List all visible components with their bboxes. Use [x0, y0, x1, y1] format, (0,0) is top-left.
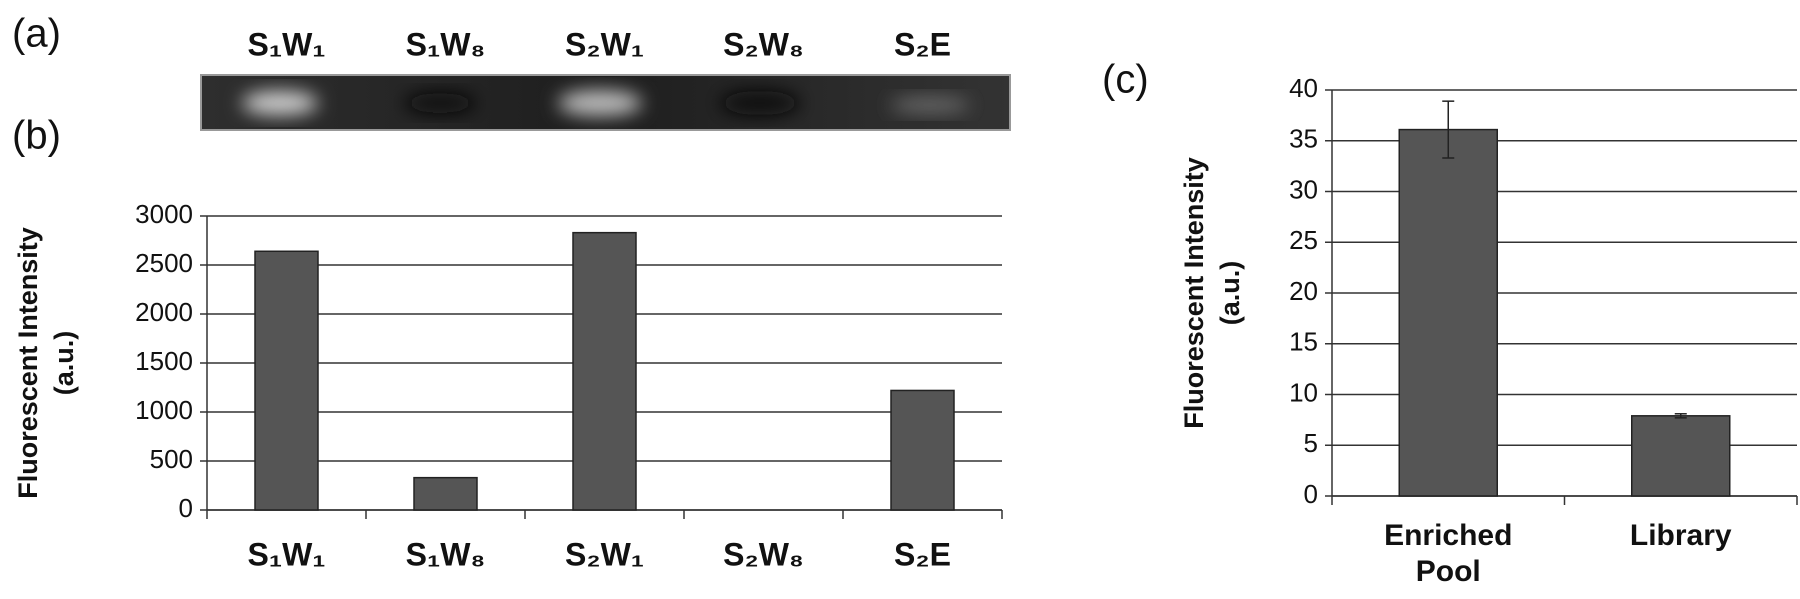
panel-label: (b) — [12, 114, 61, 158]
y-tick-label: 0 — [179, 493, 193, 523]
lane-label: S₁W₁ — [247, 26, 325, 62]
y-tick-label: 20 — [1289, 276, 1318, 306]
lane-label: S₁W₈ — [406, 26, 486, 62]
lane-label: S₂W₈ — [723, 26, 804, 62]
bar — [413, 476, 478, 511]
y-tick-label: 30 — [1289, 174, 1318, 204]
bar — [1631, 415, 1731, 497]
bar — [254, 250, 319, 511]
x-tick-label: S₁W₈ — [406, 536, 486, 572]
y-tick-label: 5 — [1304, 428, 1318, 458]
panel-label: (c) — [1102, 58, 1149, 102]
x-tick-label: Library — [1629, 519, 1732, 552]
bar — [572, 231, 637, 511]
y-tick-label: 1500 — [135, 346, 193, 376]
lane-label: S₂E — [894, 26, 951, 62]
y-tick-label: 15 — [1289, 327, 1318, 357]
y-tick-label: 25 — [1289, 225, 1318, 255]
gel-image — [200, 74, 1011, 131]
x-tick-label: S₂W₁ — [565, 536, 644, 572]
bar — [1398, 128, 1498, 497]
y-tick-label: 35 — [1289, 124, 1318, 154]
y-tick-label: 10 — [1289, 377, 1318, 407]
y-tick-label: 0 — [1304, 479, 1318, 509]
x-tick-label: S₂E — [894, 536, 951, 572]
y-axis-label: (a.u.) — [1215, 261, 1245, 326]
lane-label: S₂W₁ — [565, 26, 644, 62]
x-tick-label: S₂W₈ — [723, 536, 804, 572]
y-tick-label: 3000 — [135, 199, 193, 229]
y-tick-label: 500 — [150, 444, 193, 474]
y-tick-label: 1000 — [135, 395, 193, 425]
y-axis-label: Fluorescent Intensity — [1179, 157, 1209, 429]
x-tick-label: S₁W₁ — [247, 536, 325, 572]
y-axis-label: (a.u.) — [49, 331, 79, 396]
panel-label: (a) — [12, 12, 61, 56]
y-tick-label: 2000 — [135, 297, 193, 327]
x-tick-label: Enriched Pool — [1384, 519, 1513, 588]
bar — [890, 389, 955, 511]
y-axis-label: Fluorescent Intensity — [13, 227, 43, 499]
y-tick-label: 40 — [1289, 73, 1318, 103]
y-tick-label: 2500 — [135, 248, 193, 278]
